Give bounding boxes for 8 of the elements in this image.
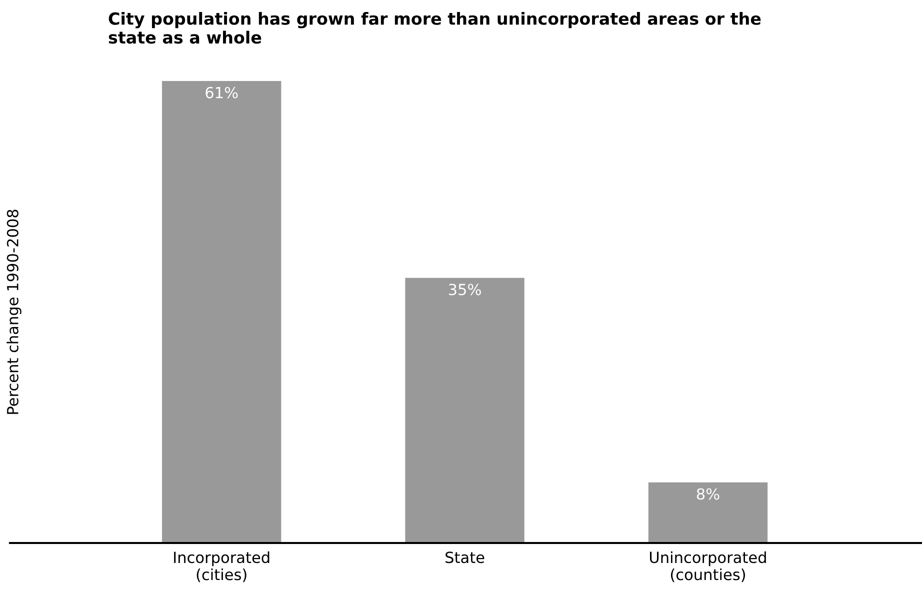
data-label: 35% [448, 284, 481, 296]
y-axis-title: Percent change 1990-2008 [6, 210, 22, 414]
chart-title: City population has grown far more than unincorporated areas or the state as a whole [108, 12, 761, 44]
x-tick-label: Unincorporated (counties) [650, 551, 766, 582]
x-tick-label: State [446, 552, 484, 564]
data-label: 61% [206, 86, 238, 98]
data-label: 8% [696, 488, 720, 500]
x-tick-label: Incorporated (cities) [174, 551, 270, 582]
